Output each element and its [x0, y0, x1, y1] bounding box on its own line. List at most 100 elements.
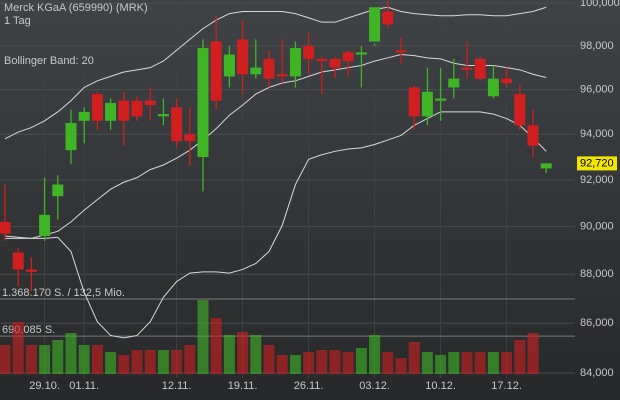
candle-body: [105, 102, 117, 121]
candle-body: [514, 94, 526, 126]
candle-body: [329, 58, 341, 68]
last-price-label: 92,720: [580, 157, 614, 169]
x-tick-label: 10.12.: [425, 380, 456, 392]
volume-bar: [263, 345, 275, 374]
volume-bar: [435, 354, 447, 374]
y-tick-label: 94,000: [580, 128, 614, 140]
volume-bar: [316, 349, 328, 374]
candle-body: [461, 67, 473, 70]
candle-body: [395, 50, 407, 53]
volume-bar: [527, 332, 539, 374]
volume-bar: [157, 349, 169, 374]
candle-body: [12, 252, 24, 270]
x-tick-label: 03.12.: [359, 380, 390, 392]
volume-bar: [514, 340, 526, 374]
candle-body: [487, 78, 499, 97]
candle-body: [263, 58, 275, 79]
candle-body: [237, 39, 249, 75]
candle-body: [184, 134, 196, 142]
volume-bar: [210, 317, 222, 374]
candle-body: [78, 111, 90, 121]
volume-bar: [131, 349, 143, 374]
candle-body: [91, 94, 103, 121]
volume-bar: [237, 332, 249, 374]
candle-body: [382, 11, 394, 25]
volume-bar: [223, 335, 235, 374]
candle-body: [210, 41, 222, 101]
volume-bar: [250, 335, 262, 374]
volume-bar: [0, 345, 11, 374]
volume-bar: [421, 352, 433, 374]
candle-body: [250, 67, 262, 75]
candle-body: [369, 7, 381, 42]
volume-bar: [448, 352, 460, 374]
x-tick-label: 12.11.: [162, 380, 192, 392]
candle-body: [0, 221, 11, 234]
indicator-label: Bollinger Band: 20: [4, 55, 94, 67]
volume-bar: [355, 348, 367, 374]
volume-bar: [382, 352, 394, 374]
bollinger-middle: [4, 54, 547, 239]
candle-body: [276, 74, 288, 77]
candle-body: [474, 58, 486, 79]
y-tick-label: 88,000: [580, 268, 614, 280]
volume-bar: [171, 349, 183, 374]
volume-bar: [197, 299, 209, 374]
x-tick-label: 17.12.: [491, 380, 522, 392]
y-tick-label: 90,000: [580, 220, 614, 232]
volume-bar: [487, 352, 499, 374]
candle-body: [303, 45, 315, 59]
volume-bar: [91, 345, 103, 374]
last-price-box: [577, 156, 617, 171]
chart-title: Merck KGaA (659990) (MRK): [4, 2, 148, 14]
volume-bar: [369, 335, 381, 374]
candle-body: [435, 98, 447, 101]
volume-bar: [39, 345, 51, 374]
volume-bar: [289, 354, 301, 374]
y-tick-label: 96,000: [580, 84, 614, 96]
candle-body: [118, 100, 130, 121]
y-tick-label: 92,000: [580, 174, 614, 186]
candle-body: [501, 78, 513, 84]
y-tick-label: 100,000: [580, 0, 620, 9]
x-tick-label: 19.11.: [228, 380, 258, 392]
candle-body: [342, 52, 354, 62]
candle-body: [316, 58, 328, 62]
volume-bar: [395, 357, 407, 374]
y-tick-label: 84,000: [580, 367, 614, 379]
volume-bar: [65, 332, 77, 374]
candle-body: [52, 184, 64, 197]
volume-bar: [144, 349, 156, 374]
volume-bar: [184, 345, 196, 374]
candle-body: [408, 87, 420, 117]
volume-bar: [105, 352, 117, 374]
volume-bar: [474, 352, 486, 374]
volume-bar: [78, 345, 90, 374]
candle-body: [39, 214, 51, 237]
y-tick-label: 98,000: [580, 40, 614, 52]
candle-body: [289, 48, 301, 77]
volume-bar: [303, 352, 315, 374]
volume-bar: [25, 345, 37, 374]
volume-bar: [276, 354, 288, 374]
bollinger-upper: [4, 6, 547, 140]
candle-body: [171, 107, 183, 142]
candle-body: [355, 52, 367, 55]
y-tick-label: 86,000: [580, 317, 614, 329]
volume-level-label: 1.368.170 S. / 132,5 Mio.: [2, 287, 125, 299]
volume-bar: [118, 354, 130, 374]
volume-bar: [52, 340, 64, 374]
candle-body: [223, 54, 235, 77]
candle-body: [527, 125, 539, 146]
candle-body: [65, 123, 77, 151]
volume-bar: [501, 352, 513, 374]
candle-body: [421, 91, 433, 117]
x-tick-label: 26.11.: [294, 380, 324, 392]
volume-bar: [461, 352, 473, 374]
volume-bar: [408, 341, 420, 374]
volume-bar: [12, 321, 24, 374]
candle-body: [197, 48, 209, 158]
candle-body: [131, 100, 143, 117]
